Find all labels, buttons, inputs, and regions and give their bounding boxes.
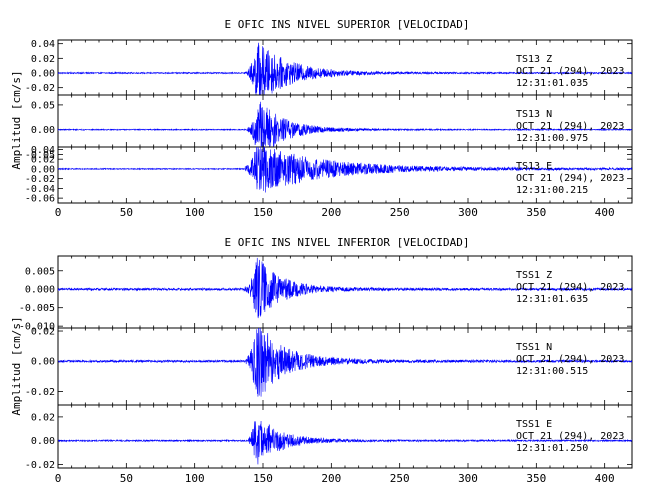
date-label: OCT 21 (294), 2023 bbox=[516, 431, 624, 442]
station-component-label: TSS1 Z bbox=[516, 270, 552, 281]
date-label: OCT 21 (294), 2023 bbox=[516, 354, 624, 365]
y-tick-label: -0.010 bbox=[19, 322, 55, 333]
y-tick-label: 0.000 bbox=[25, 285, 55, 296]
seismic-trace bbox=[58, 42, 632, 95]
station-component-label: TS13 N bbox=[516, 109, 552, 120]
seismic-trace bbox=[58, 257, 632, 319]
x-tick-label: 250 bbox=[390, 206, 410, 219]
x-tick-label: 50 bbox=[120, 206, 133, 219]
y-tick-label: 0.05 bbox=[31, 100, 55, 111]
y-tick-label: 0.005 bbox=[25, 266, 55, 277]
date-label: OCT 21 (294), 2023 bbox=[516, 282, 624, 293]
y-axis-label: Amplitud [cm/s] bbox=[10, 70, 23, 169]
time-label: 12:31:01.635 bbox=[516, 294, 588, 305]
lower-level-figure: E OFIC INS NIVEL INFERIOR [VELOCIDAD] Am… bbox=[10, 236, 633, 485]
x-tick-label: 200 bbox=[321, 472, 341, 485]
date-label: OCT 21 (294), 2023 bbox=[516, 121, 624, 132]
station-component-label: TSS1 N bbox=[516, 342, 552, 353]
y-tick-label: 0.00 bbox=[31, 164, 55, 175]
time-label: 12:31:00.515 bbox=[516, 366, 588, 377]
y-tick-label: 0.04 bbox=[31, 145, 55, 156]
x-tick-label: 100 bbox=[185, 472, 205, 485]
y-tick-label: 0.02 bbox=[31, 54, 55, 65]
station-component-label: TS13 E bbox=[516, 161, 552, 172]
y-axis-label: Amplitud [cm/s] bbox=[10, 316, 23, 415]
x-tick-label: 0 bbox=[55, 472, 62, 485]
y-tick-label: 0.00 bbox=[31, 69, 55, 80]
y-tick-label: 0.00 bbox=[31, 436, 55, 447]
x-tick-label: 300 bbox=[458, 472, 478, 485]
x-tick-label: 400 bbox=[595, 206, 615, 219]
seismic-trace bbox=[58, 420, 632, 465]
seismic-trace bbox=[58, 101, 632, 147]
time-label: 12:31:00.975 bbox=[516, 133, 588, 144]
station-component-label: TS13 Z bbox=[516, 54, 552, 65]
y-tick-label: 0.00 bbox=[31, 357, 55, 368]
x-tick-label: 200 bbox=[321, 206, 341, 219]
upper-level-figure: E OFIC INS NIVEL SUPERIOR [VELOCIDAD] Am… bbox=[10, 18, 633, 219]
time-label: 12:31:00.215 bbox=[516, 185, 588, 196]
x-tick-label: 300 bbox=[458, 206, 478, 219]
seismic-trace bbox=[58, 147, 632, 193]
x-tick-label: 50 bbox=[120, 472, 133, 485]
x-tick-label: 150 bbox=[253, 472, 273, 485]
y-tick-label: 0.00 bbox=[31, 125, 55, 136]
x-tick-label: 100 bbox=[185, 206, 205, 219]
time-label: 12:31:01.035 bbox=[516, 78, 588, 89]
x-tick-label: 0 bbox=[55, 206, 62, 219]
station-component-label: TSS1 E bbox=[516, 419, 552, 430]
y-tick-label: -0.02 bbox=[25, 387, 55, 398]
date-label: OCT 21 (294), 2023 bbox=[516, 173, 624, 184]
seismic-trace bbox=[58, 328, 632, 397]
x-tick-label: 350 bbox=[526, 472, 546, 485]
y-tick-label: -0.02 bbox=[25, 83, 55, 94]
x-tick-label: 150 bbox=[253, 206, 273, 219]
x-tick-label: 350 bbox=[526, 206, 546, 219]
y-tick-label: 0.02 bbox=[31, 327, 55, 338]
x-tick-label: 400 bbox=[595, 472, 615, 485]
y-tick-label: -0.005 bbox=[19, 303, 55, 314]
y-tick-label: -0.04 bbox=[25, 184, 55, 195]
figure-title: E OFIC INS NIVEL SUPERIOR [VELOCIDAD] bbox=[224, 18, 469, 31]
date-label: OCT 21 (294), 2023 bbox=[516, 66, 624, 77]
y-tick-label: -0.06 bbox=[25, 194, 55, 205]
y-tick-label: 0.02 bbox=[31, 155, 55, 166]
y-tick-label: 0.04 bbox=[31, 39, 55, 50]
figure-title: E OFIC INS NIVEL INFERIOR [VELOCIDAD] bbox=[224, 236, 469, 249]
y-tick-label: 0.02 bbox=[31, 412, 55, 423]
y-tick-label: -0.02 bbox=[25, 460, 55, 471]
y-tick-label: -0.05 bbox=[25, 150, 55, 161]
x-tick-label: 250 bbox=[390, 472, 410, 485]
time-label: 12:31:01.250 bbox=[516, 443, 588, 454]
y-tick-label: -0.02 bbox=[25, 174, 55, 185]
